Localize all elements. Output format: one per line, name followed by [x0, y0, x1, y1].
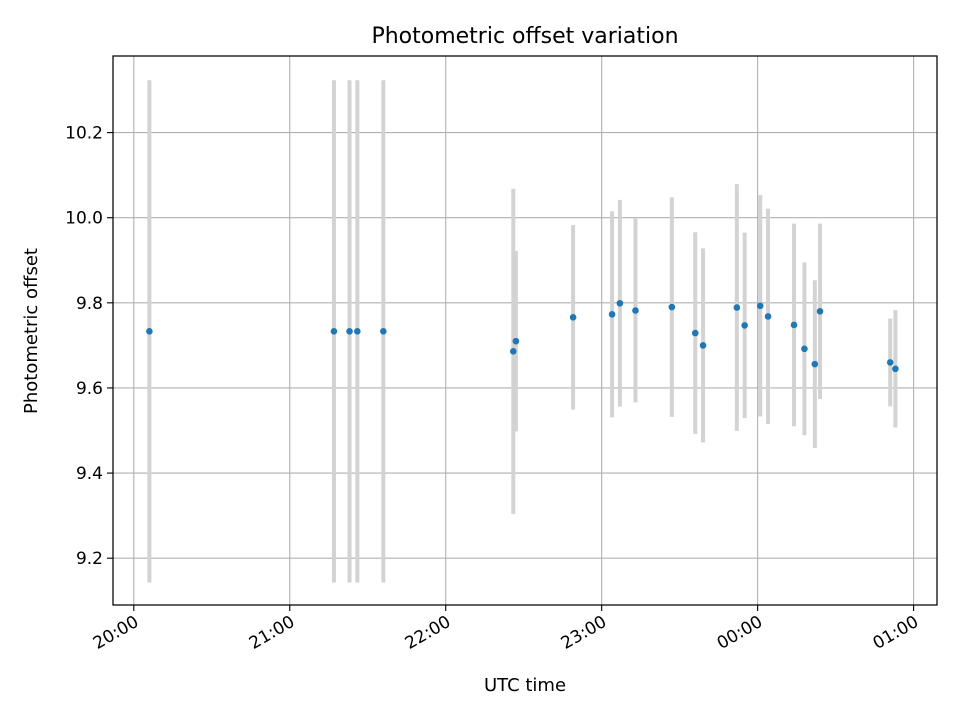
x-axis-label: UTC time — [484, 675, 566, 696]
data-point — [668, 303, 676, 311]
chart-title: Photometric offset variation — [371, 24, 678, 49]
data-point — [346, 328, 353, 335]
data-point — [892, 365, 899, 373]
data-point — [354, 328, 361, 335]
data-point — [699, 342, 707, 349]
y-tick-label: 9.4 — [76, 464, 103, 484]
data-point — [380, 328, 387, 335]
data-point — [790, 321, 798, 329]
plot-frame — [112, 55, 938, 606]
data-point — [616, 299, 624, 307]
y-axis-label: Photometric offset — [21, 248, 42, 414]
data-point — [816, 308, 824, 315]
y-tick-label: 9.2 — [76, 549, 103, 569]
data-point — [512, 337, 520, 345]
data-point — [733, 304, 741, 311]
data-point — [811, 360, 819, 368]
data-point — [764, 313, 772, 320]
data-point — [510, 348, 517, 355]
data-point — [801, 345, 808, 353]
y-tick-label: 10.2 — [65, 124, 103, 144]
data-point — [886, 359, 894, 366]
data-point — [569, 314, 577, 321]
data-point — [756, 302, 764, 310]
y-tick-label: 9.8 — [76, 294, 103, 314]
data-point — [691, 329, 699, 337]
y-tick-label: 9.6 — [76, 379, 103, 399]
data-point — [146, 328, 153, 335]
data-point — [608, 311, 616, 318]
data-point — [632, 307, 639, 314]
y-tick-label: 10.0 — [65, 209, 103, 229]
data-point — [741, 322, 748, 329]
data-point — [330, 328, 338, 335]
